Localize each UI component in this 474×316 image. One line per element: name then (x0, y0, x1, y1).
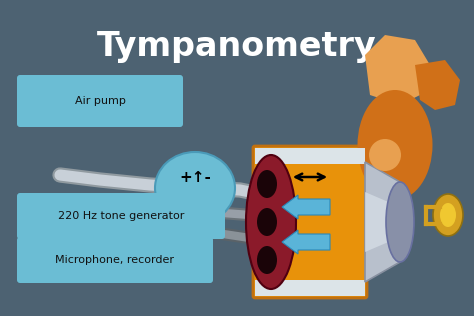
Polygon shape (375, 170, 398, 215)
Ellipse shape (257, 170, 277, 198)
Ellipse shape (369, 139, 401, 171)
FancyBboxPatch shape (17, 193, 225, 239)
Text: +↑-: +↑- (179, 171, 211, 185)
FancyBboxPatch shape (17, 237, 213, 283)
FancyArrow shape (282, 230, 330, 254)
Ellipse shape (257, 208, 277, 236)
FancyBboxPatch shape (17, 75, 183, 127)
Ellipse shape (433, 194, 463, 236)
Ellipse shape (357, 90, 432, 200)
Polygon shape (415, 60, 460, 110)
Text: 220 Hz tone generator: 220 Hz tone generator (58, 211, 184, 221)
Polygon shape (365, 192, 400, 252)
Bar (255, 280, 365, 296)
Ellipse shape (246, 155, 296, 289)
FancyBboxPatch shape (253, 146, 367, 298)
Bar (255, 148, 365, 164)
Ellipse shape (155, 152, 235, 224)
Ellipse shape (257, 246, 277, 274)
Polygon shape (365, 35, 430, 105)
Text: mm H₂O: mm H₂O (174, 195, 216, 205)
Text: Air pump: Air pump (74, 96, 126, 106)
Ellipse shape (440, 203, 456, 227)
Ellipse shape (386, 182, 414, 262)
FancyArrow shape (282, 195, 330, 219)
Text: Tympanometry: Tympanometry (97, 30, 377, 63)
Polygon shape (365, 162, 400, 282)
Text: Microphone, recorder: Microphone, recorder (55, 255, 174, 265)
